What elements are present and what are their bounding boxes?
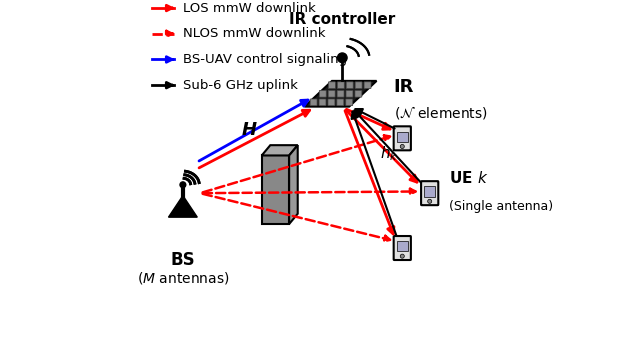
Text: Sub-6 GHz uplink: Sub-6 GHz uplink: [183, 79, 298, 92]
Circle shape: [400, 254, 404, 258]
Text: NLOS mmW downlink: NLOS mmW downlink: [183, 27, 325, 40]
Text: BS: BS: [171, 251, 195, 269]
FancyBboxPatch shape: [346, 99, 353, 106]
FancyBboxPatch shape: [337, 82, 344, 88]
Text: UE $k$: UE $k$: [449, 170, 488, 186]
FancyBboxPatch shape: [421, 181, 438, 205]
FancyBboxPatch shape: [328, 90, 335, 97]
FancyBboxPatch shape: [337, 99, 344, 106]
FancyBboxPatch shape: [346, 90, 353, 97]
Polygon shape: [305, 81, 376, 107]
Bar: [397, 241, 408, 251]
Polygon shape: [289, 145, 298, 224]
Bar: [424, 186, 435, 196]
Text: ($M$ antennas): ($M$ antennas): [136, 270, 229, 286]
Circle shape: [180, 182, 186, 187]
FancyBboxPatch shape: [310, 99, 317, 106]
Circle shape: [428, 199, 432, 203]
FancyBboxPatch shape: [394, 126, 411, 150]
Text: IR controller: IR controller: [289, 12, 396, 27]
Text: $\boldsymbol{H}$: $\boldsymbol{H}$: [241, 121, 258, 139]
FancyBboxPatch shape: [328, 99, 335, 106]
FancyBboxPatch shape: [355, 90, 362, 97]
FancyBboxPatch shape: [394, 236, 411, 260]
FancyBboxPatch shape: [346, 82, 353, 88]
Polygon shape: [168, 196, 197, 217]
FancyBboxPatch shape: [337, 90, 344, 97]
FancyBboxPatch shape: [319, 90, 326, 97]
FancyBboxPatch shape: [328, 82, 335, 88]
Text: IR: IR: [394, 78, 414, 96]
Circle shape: [400, 144, 404, 149]
FancyBboxPatch shape: [355, 82, 362, 88]
Bar: [397, 131, 408, 142]
Polygon shape: [262, 145, 298, 155]
FancyBboxPatch shape: [319, 99, 326, 106]
Circle shape: [337, 53, 347, 63]
Text: (Single antenna): (Single antenna): [449, 201, 553, 213]
FancyBboxPatch shape: [364, 82, 371, 88]
Bar: [262, 155, 289, 224]
Text: ($\mathcal{N}$ elements): ($\mathcal{N}$ elements): [394, 104, 488, 121]
Text: $h_k$: $h_k$: [380, 144, 398, 163]
Text: BS-UAV control signaling: BS-UAV control signaling: [183, 53, 347, 66]
Text: LOS mmW downlink: LOS mmW downlink: [183, 2, 316, 14]
